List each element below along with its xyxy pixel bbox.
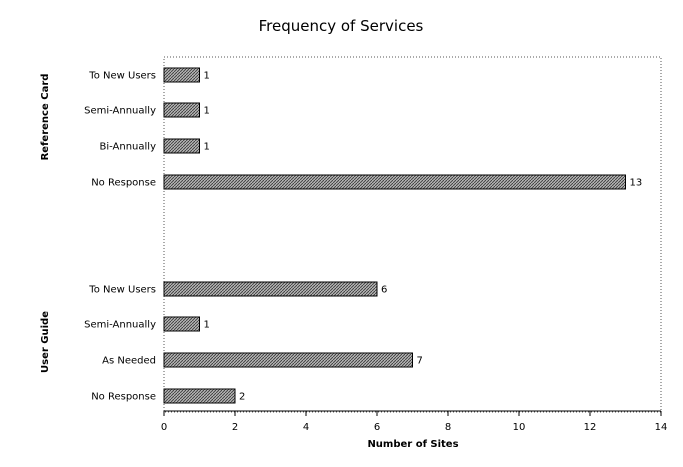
- bar: [163, 138, 200, 154]
- x-axis-label: Number of Sites: [367, 439, 458, 450]
- group-label: Reference Card: [40, 74, 51, 161]
- group-label: User Guide: [40, 311, 51, 373]
- x-tick-label: 8: [445, 422, 451, 433]
- bar: [163, 102, 200, 118]
- data-label: 1: [204, 106, 210, 117]
- bar: [163, 316, 200, 332]
- category-label: To New Users: [88, 71, 156, 82]
- data-label: 1: [204, 142, 210, 153]
- bars-layer: Reference Card To New Users 1 Semi-Annually…: [40, 67, 643, 404]
- data-label: 13: [630, 178, 643, 189]
- bar: [163, 67, 200, 83]
- x-tick-label: 6: [374, 422, 380, 433]
- x-tick-label: 10: [513, 422, 526, 433]
- bar: [163, 281, 378, 297]
- category-label: Semi-Annually: [84, 320, 156, 331]
- data-label: 1: [204, 71, 210, 82]
- x-tick-label: 14: [655, 422, 668, 433]
- data-label: 6: [381, 285, 387, 296]
- x-tick-label: 0: [161, 422, 167, 433]
- x-tick-label: 12: [584, 422, 597, 433]
- data-label: 1: [204, 320, 210, 331]
- x-axis: 0 2 4 6 8 10 12 14: [161, 410, 668, 433]
- category-label: Semi-Annually: [84, 106, 156, 117]
- category-label: No Response: [91, 178, 156, 189]
- x-tick-label: 2: [232, 422, 238, 433]
- x-tick-label: 4: [303, 422, 309, 433]
- category-label: Bi-Annually: [100, 142, 157, 153]
- bar: [163, 388, 236, 404]
- category-label: No Response: [91, 392, 156, 403]
- category-label: As Needed: [102, 356, 156, 367]
- data-label: 7: [417, 356, 423, 367]
- category-label: To New Users: [88, 285, 156, 296]
- bar: [163, 174, 626, 190]
- chart-title: Frequency of Services: [259, 17, 424, 35]
- bar: [163, 352, 413, 368]
- data-label: 2: [239, 392, 245, 403]
